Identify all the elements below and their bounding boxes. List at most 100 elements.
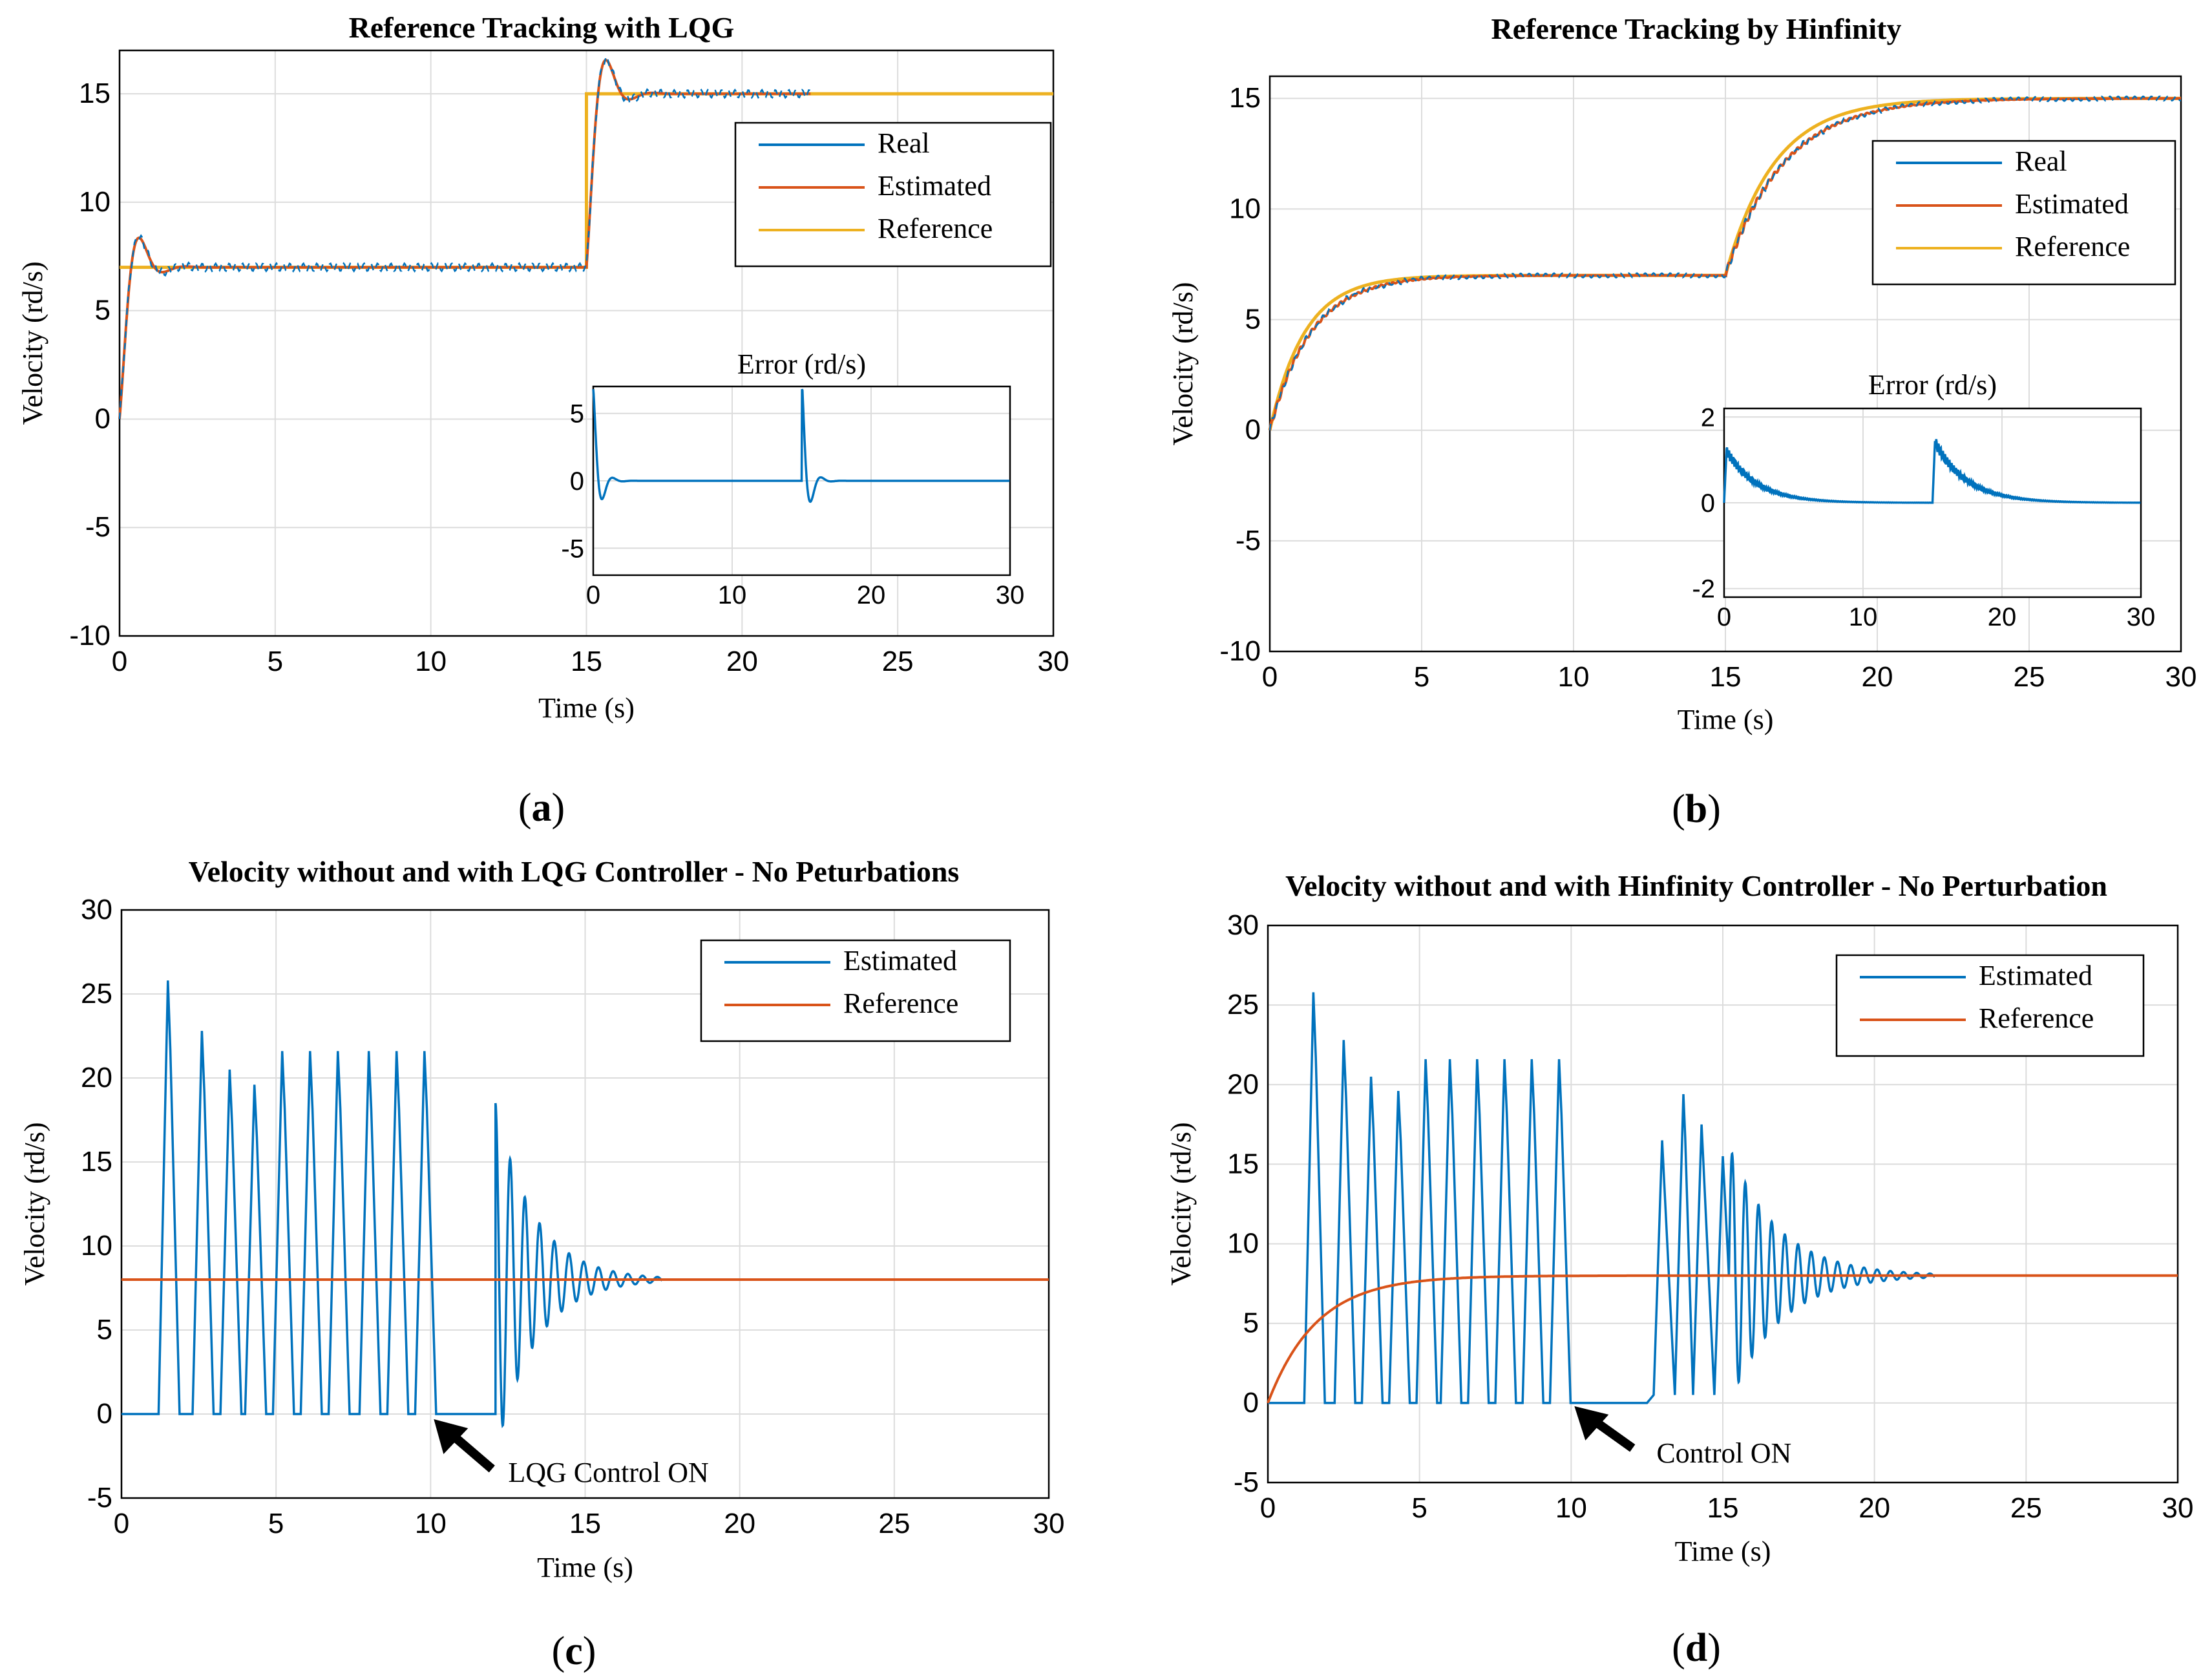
inset-series-error — [592, 388, 1010, 503]
x-tick-label: 10 — [1555, 1492, 1587, 1524]
x-tick-label: 10 — [718, 581, 747, 609]
y-tick-label: -2 — [1692, 575, 1715, 604]
x-tick-label: 5 — [1414, 661, 1429, 693]
y-tick-label: -5 — [1236, 525, 1261, 556]
y-tick-label: 30 — [1227, 909, 1259, 941]
y-tick-label: 30 — [81, 894, 112, 925]
y-tick-label: 15 — [1229, 82, 1261, 114]
y-tick-label: 10 — [1229, 193, 1261, 224]
y-tick-label: 5 — [570, 400, 584, 428]
inset-title: Error (rd/s) — [1868, 369, 1997, 401]
x-tick-label: 20 — [726, 646, 758, 677]
chart-a: Reference Tracking with LQG 0 5 10 15 20 25 30 -… — [17, 11, 1069, 830]
y-tick-label: 5 — [1243, 1307, 1259, 1339]
x-tick-label: 10 — [1849, 603, 1878, 631]
x-tick-label: 25 — [878, 1508, 910, 1539]
caption-letter: b — [1685, 787, 1707, 831]
chart-title: Reference Tracking by Hinfinity — [1491, 12, 1901, 45]
y-tick-label: 0 — [1701, 489, 1715, 518]
legend: Real Estimated Reference — [1871, 140, 2176, 286]
x-tick-label: 25 — [882, 646, 914, 677]
x-tick-label: 25 — [2010, 1492, 2042, 1524]
x-tick-label: 30 — [1033, 1508, 1065, 1539]
caption-open: ( — [552, 1629, 565, 1673]
legend: Real Estimated Reference — [734, 121, 1052, 268]
y-tick-label: 5 — [95, 295, 111, 326]
caption-close: ) — [1707, 787, 1721, 831]
caption-open: ( — [1672, 1626, 1685, 1670]
x-axis-label: Time (s) — [1675, 1536, 1771, 1567]
inset-series-error — [1723, 439, 2141, 504]
legend-label-reference: Reference — [843, 987, 958, 1019]
x-tick-label: 10 — [415, 1508, 447, 1539]
legend-box — [734, 121, 1052, 268]
x-tick-label: 15 — [569, 1508, 601, 1539]
chart-title: Velocity without and with LQG Controller… — [189, 855, 960, 888]
y-axis-label: Velocity (rd/s) — [19, 1123, 50, 1286]
caption: (a) — [518, 786, 565, 830]
y-tick-label: 0 — [1245, 414, 1261, 446]
caption-letter: a — [532, 786, 552, 830]
caption-letter: c — [565, 1629, 583, 1673]
series-estimated — [121, 980, 663, 1428]
axes-frame — [1269, 75, 2182, 653]
legend-label-estimated: Estimated — [2015, 188, 2129, 220]
caption: (d) — [1672, 1626, 1721, 1670]
legend: Estimated Reference — [1835, 954, 2145, 1057]
axes-frame — [120, 909, 1050, 1499]
y-tick-label: 10 — [79, 186, 111, 218]
caption-close: ) — [583, 1629, 596, 1673]
y-tick-label: 0 — [95, 403, 111, 434]
legend-box — [1871, 140, 2176, 286]
axes-frame — [118, 49, 1055, 637]
inset-title: Error (rd/s) — [737, 348, 866, 380]
series-estimated — [118, 58, 811, 419]
y-tick-label: -5 — [1234, 1466, 1259, 1498]
x-tick-label: 0 — [1260, 1492, 1276, 1524]
y-tick-label: 2 — [1701, 403, 1715, 432]
caption: (c) — [552, 1629, 596, 1673]
axes-frame — [1267, 924, 2179, 1484]
x-tick-label: 15 — [1707, 1492, 1739, 1524]
legend-box — [700, 939, 1011, 1042]
x-tick-label: 0 — [114, 1508, 129, 1539]
x-tick-label: 20 — [857, 581, 886, 609]
x-tick-label: 30 — [2165, 661, 2197, 693]
series-real — [118, 56, 812, 419]
legend-label-reference: Reference — [2015, 231, 2130, 262]
x-tick-label: 30 — [2162, 1492, 2194, 1524]
y-axis-label: Velocity (rd/s) — [1167, 282, 1199, 446]
legend-label-real: Real — [2015, 145, 2067, 177]
axes-frame — [592, 385, 1011, 576]
x-tick-label: 5 — [268, 646, 283, 677]
legend-label-estimated: Estimated — [843, 945, 957, 977]
legend-label-real: Real — [878, 127, 930, 159]
series-reference — [1267, 1274, 2178, 1404]
caption-close: ) — [1707, 1626, 1721, 1670]
legend-label-estimated: Estimated — [1979, 960, 2092, 991]
caption-open: ( — [518, 786, 532, 830]
x-axis-label: Time (s) — [537, 1552, 633, 1583]
y-axis-label: Velocity (rd/s) — [1165, 1123, 1197, 1286]
series-estimated — [1269, 97, 2181, 430]
y-tick-label: 5 — [97, 1314, 112, 1346]
series-estimated — [1268, 992, 1936, 1404]
y-tick-label: -5 — [87, 1482, 112, 1514]
y-tick-label: 20 — [1227, 1068, 1259, 1100]
annotation-arrow-head — [1574, 1406, 1609, 1441]
chart-c: Velocity without and with LQG Controller… — [19, 855, 1064, 1673]
annotation-text: LQG Control ON — [508, 1457, 708, 1488]
legend: Estimated Reference — [700, 939, 1011, 1042]
x-tick-label: 20 — [1862, 661, 1893, 693]
annotation-text: Control ON — [1656, 1437, 1791, 1469]
y-tick-label: 10 — [1227, 1228, 1259, 1260]
legend-label-reference: Reference — [1979, 1002, 2094, 1034]
x-tick-label: 5 — [268, 1508, 284, 1539]
y-tick-label: -10 — [1219, 635, 1261, 667]
x-tick-label: 30 — [2127, 603, 2156, 631]
caption-close: ) — [552, 786, 565, 830]
x-tick-label: 0 — [1262, 661, 1278, 693]
x-tick-label: 25 — [2014, 661, 2045, 693]
y-tick-label: 25 — [1227, 989, 1259, 1020]
